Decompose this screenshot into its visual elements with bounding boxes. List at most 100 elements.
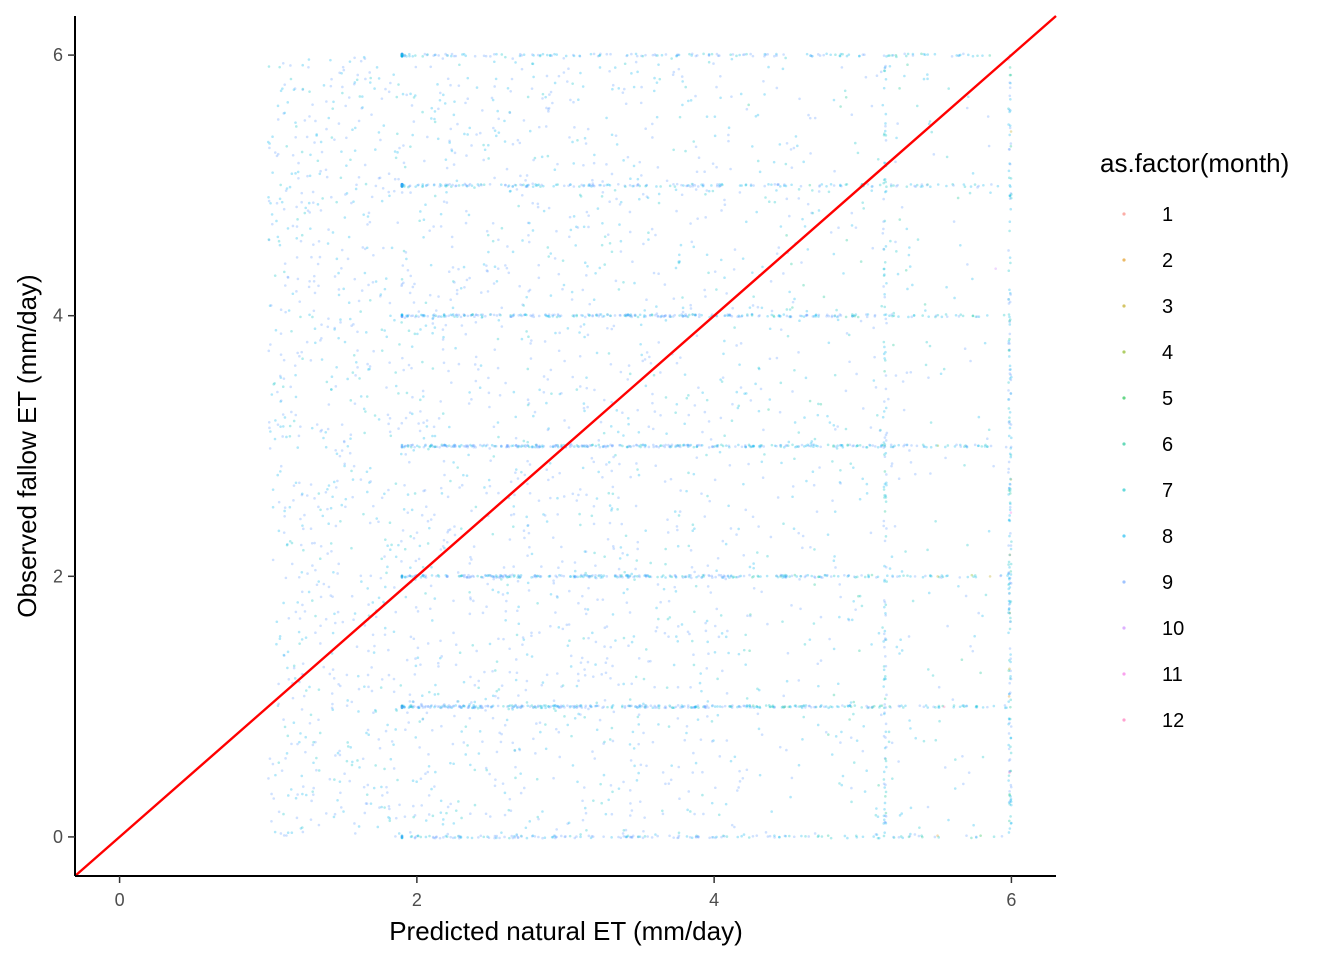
data-point bbox=[906, 574, 909, 577]
data-point bbox=[866, 313, 870, 316]
data-point bbox=[383, 626, 387, 630]
data-point bbox=[747, 103, 750, 107]
data-point bbox=[689, 185, 692, 188]
data-point bbox=[610, 444, 614, 448]
data-point bbox=[434, 835, 438, 839]
data-point bbox=[679, 706, 682, 709]
data-point bbox=[844, 315, 848, 319]
data-point bbox=[516, 477, 520, 480]
data-point bbox=[832, 445, 835, 448]
data-point bbox=[400, 284, 403, 288]
data-point bbox=[297, 161, 300, 165]
data-point bbox=[1007, 779, 1010, 782]
data-point bbox=[670, 445, 673, 448]
data-point bbox=[579, 661, 583, 664]
data-point bbox=[929, 574, 932, 577]
data-point bbox=[278, 634, 282, 638]
data-point bbox=[762, 79, 765, 83]
data-point bbox=[580, 444, 584, 447]
data-point bbox=[532, 75, 535, 79]
data-point bbox=[756, 687, 759, 691]
data-point bbox=[882, 133, 886, 137]
data-point bbox=[527, 402, 531, 405]
data-point bbox=[400, 184, 404, 188]
data-point bbox=[1009, 600, 1013, 603]
data-point bbox=[458, 445, 462, 449]
data-point bbox=[636, 408, 639, 412]
data-point bbox=[811, 54, 814, 58]
data-point bbox=[884, 112, 888, 116]
data-point bbox=[760, 733, 764, 736]
data-point bbox=[510, 704, 514, 707]
data-point bbox=[731, 306, 734, 310]
data-point bbox=[687, 471, 690, 475]
data-point bbox=[380, 678, 384, 681]
data-point bbox=[526, 581, 530, 585]
data-point bbox=[1008, 368, 1012, 372]
data-point bbox=[1008, 577, 1011, 581]
data-point bbox=[574, 244, 578, 247]
data-point bbox=[320, 323, 323, 326]
data-point bbox=[784, 184, 788, 188]
data-point bbox=[870, 104, 874, 108]
data-point bbox=[718, 184, 722, 188]
data-point bbox=[748, 649, 751, 653]
data-point bbox=[454, 54, 458, 58]
data-point bbox=[395, 709, 398, 712]
data-point bbox=[503, 813, 507, 817]
data-point bbox=[442, 538, 446, 542]
data-point bbox=[965, 445, 969, 449]
data-point bbox=[407, 706, 411, 710]
data-point bbox=[650, 313, 654, 317]
data-point bbox=[889, 445, 893, 449]
data-point bbox=[560, 391, 563, 395]
data-point bbox=[693, 705, 697, 709]
data-point bbox=[519, 174, 522, 178]
data-point bbox=[554, 331, 557, 335]
data-point bbox=[582, 637, 585, 640]
data-point bbox=[739, 705, 742, 709]
data-point bbox=[422, 218, 426, 221]
data-point bbox=[384, 277, 388, 280]
data-point bbox=[882, 446, 886, 449]
data-point bbox=[967, 771, 971, 774]
data-point bbox=[819, 615, 823, 619]
data-point bbox=[412, 96, 416, 99]
data-point bbox=[800, 314, 803, 318]
data-point bbox=[495, 52, 498, 56]
data-point bbox=[1009, 478, 1013, 481]
data-point bbox=[527, 335, 530, 339]
data-point bbox=[812, 445, 815, 449]
data-point bbox=[602, 445, 606, 448]
data-point bbox=[660, 575, 664, 579]
data-point bbox=[374, 184, 378, 188]
data-point bbox=[580, 706, 584, 709]
data-point bbox=[808, 638, 812, 641]
data-point bbox=[482, 263, 486, 266]
data-point bbox=[573, 575, 577, 579]
data-point bbox=[466, 444, 470, 448]
data-point bbox=[411, 285, 415, 289]
data-point bbox=[883, 808, 886, 811]
data-point bbox=[655, 445, 659, 448]
data-point bbox=[782, 272, 785, 275]
data-point bbox=[406, 314, 410, 318]
data-point bbox=[1007, 302, 1011, 305]
data-point bbox=[417, 705, 421, 709]
data-point bbox=[384, 538, 387, 541]
data-point bbox=[642, 677, 646, 681]
data-point bbox=[473, 700, 477, 704]
data-point bbox=[627, 704, 630, 708]
data-point bbox=[531, 313, 535, 317]
data-point bbox=[610, 507, 614, 510]
data-point bbox=[511, 142, 515, 146]
data-point bbox=[664, 782, 667, 786]
data-point bbox=[394, 816, 398, 820]
data-point bbox=[513, 493, 516, 497]
data-point bbox=[326, 487, 329, 491]
data-point bbox=[390, 246, 394, 250]
data-point bbox=[912, 314, 916, 317]
data-point bbox=[379, 293, 383, 296]
data-point bbox=[650, 313, 654, 316]
data-point bbox=[848, 718, 851, 721]
